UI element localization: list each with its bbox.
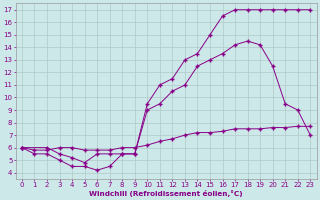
X-axis label: Windchill (Refroidissement éolien,°C): Windchill (Refroidissement éolien,°C) [89, 190, 243, 197]
